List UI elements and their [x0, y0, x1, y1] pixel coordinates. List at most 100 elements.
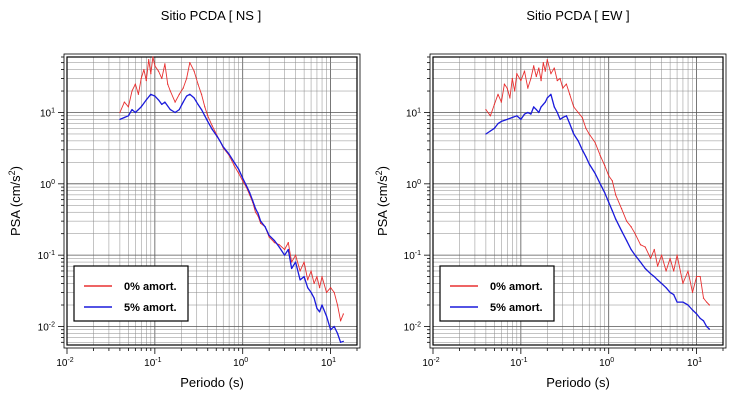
- y-axis-label-main: PSA (cm/s: [8, 175, 23, 236]
- data-point: [299, 270, 301, 272]
- data-point: [182, 87, 184, 89]
- data-point: [565, 83, 568, 85]
- x-tick-base: 10: [599, 358, 611, 369]
- y-tick-base: 10: [404, 322, 416, 333]
- data-point: [511, 116, 513, 119]
- data-point: [134, 83, 136, 85]
- y-tick-exp: 1: [51, 108, 55, 115]
- data-point: [143, 68, 145, 71]
- data-point: [682, 301, 684, 303]
- data-point: [639, 261, 642, 263]
- data-point: [585, 127, 587, 129]
- data-point: [520, 118, 522, 121]
- data-point: [119, 111, 121, 114]
- y-tick-exp: -2: [415, 321, 421, 328]
- y-axis-label-main: PSA (cm/s: [375, 175, 390, 236]
- data-point: [273, 241, 276, 244]
- data-point: [200, 108, 203, 111]
- data-point: [284, 254, 286, 256]
- chart-panel-ns: Sitio PCDA [ NS ]10-2 10-1 100 10110-210-11…: [7, 8, 361, 390]
- data-point: [656, 279, 659, 281]
- plot-frame-outer: [429, 53, 727, 349]
- data-point: [215, 134, 217, 136]
- data-point: [140, 77, 142, 80]
- series-undamped: [119, 56, 344, 322]
- data-point: [123, 116, 125, 119]
- data-point: [588, 163, 590, 165]
- data-point: [186, 77, 188, 80]
- y-axis-label-tail: ): [375, 166, 390, 170]
- data-point: [325, 315, 328, 317]
- data-point: [665, 270, 667, 272]
- data-point: [178, 108, 180, 111]
- data-point: [127, 106, 130, 108]
- y-tick-label: 10-2: [38, 321, 55, 333]
- data-point: [540, 80, 542, 82]
- data-point: [669, 257, 671, 260]
- x-tick-label: 101: [321, 357, 336, 369]
- y-tick-exp: -1: [49, 250, 55, 257]
- ticks: [424, 56, 724, 354]
- data-point: [514, 90, 516, 92]
- data-point: [123, 101, 125, 103]
- data-point: [673, 293, 675, 296]
- y-tick-label: 101: [40, 108, 55, 120]
- series-damped: [119, 93, 344, 343]
- y-tick-base: 10: [38, 251, 50, 262]
- y-tick-exp: -2: [49, 321, 55, 328]
- data-point: [497, 122, 499, 125]
- data-point: [533, 65, 535, 67]
- data-point: [204, 106, 206, 108]
- data-point: [542, 103, 544, 105]
- x-tick-base: 10: [687, 358, 699, 369]
- data-point: [249, 192, 251, 194]
- data-point: [511, 77, 513, 80]
- data-point: [653, 248, 655, 251]
- data-point: [540, 106, 542, 108]
- legend-label: 5% amort.: [124, 302, 177, 314]
- data-point: [342, 313, 344, 315]
- data-point: [523, 113, 526, 115]
- y-tick-exp: -1: [415, 250, 421, 257]
- data-point: [303, 261, 305, 263]
- y-tick-base: 10: [406, 180, 418, 191]
- data-point: [167, 83, 169, 85]
- data-point: [604, 165, 606, 167]
- data-point: [493, 103, 496, 105]
- x-tick-exp: 1: [332, 357, 336, 364]
- data-point: [321, 276, 323, 278]
- data-point: [131, 108, 133, 111]
- data-point: [506, 87, 508, 89]
- data-point: [164, 101, 166, 103]
- data-point: [321, 304, 323, 306]
- data-point: [615, 218, 617, 220]
- data-point: [695, 313, 698, 315]
- data-point: [599, 154, 601, 157]
- data-point: [197, 103, 199, 105]
- data-point: [174, 111, 176, 114]
- y-axis-label-sup: 2: [374, 170, 384, 175]
- data-point: [556, 111, 558, 114]
- data-point: [569, 122, 571, 125]
- data-point: [284, 248, 286, 251]
- data-point: [562, 116, 564, 119]
- data-point: [178, 93, 180, 95]
- data-point: [588, 133, 590, 135]
- data-point: [535, 108, 537, 111]
- data-point: [687, 270, 689, 272]
- data-point: [145, 99, 147, 101]
- data-point: [516, 73, 518, 75]
- data-point: [342, 340, 344, 342]
- data-point: [254, 207, 257, 210]
- y-tick-base: 10: [40, 109, 52, 120]
- data-point: [238, 172, 240, 175]
- data-point: [699, 276, 701, 278]
- series-undamped: [485, 59, 710, 306]
- data-point: [489, 130, 491, 132]
- data-point: [207, 120, 209, 123]
- data-point: [211, 125, 213, 127]
- data-point: [665, 287, 667, 289]
- data-point: [336, 304, 339, 306]
- data-point: [559, 77, 561, 80]
